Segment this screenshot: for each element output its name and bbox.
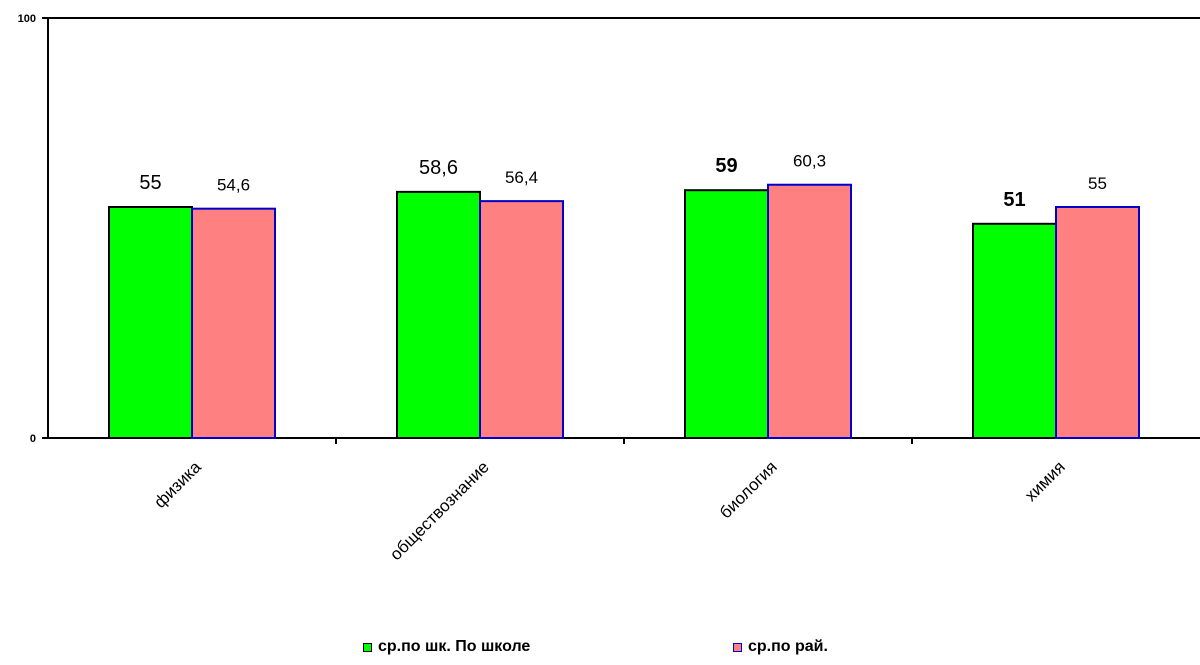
bar: [972, 222, 1057, 439]
legend-label-district: ср.по рай.: [748, 638, 828, 655]
x-tick-label: обществознание: [386, 457, 493, 564]
x-tick-label: биология: [716, 457, 781, 522]
data-label: 51: [1003, 189, 1025, 211]
bar: [191, 207, 276, 439]
data-label: 58,6: [419, 157, 458, 179]
data-label: 56,4: [505, 168, 538, 187]
data-label: 55: [1088, 174, 1107, 193]
bar: [1055, 206, 1140, 439]
legend-item-school: ср.по шк. По школе: [363, 638, 530, 656]
legend-label-school: ср.по шк. По школе: [378, 638, 531, 655]
legend-swatch-district: [733, 642, 742, 652]
data-labels: 55 54,6 58,6 56,4 59 60,3 51 55: [139, 152, 1107, 211]
y-tick-label: 100: [18, 13, 36, 25]
bar: [479, 200, 564, 439]
bar: [767, 183, 852, 439]
bar: [396, 190, 481, 439]
data-label: 54,6: [217, 176, 250, 195]
legend: ср.по шк. По школе ср.по рай.: [0, 638, 1200, 660]
legend-swatch-school: [363, 642, 372, 652]
data-label: 60,3: [793, 152, 826, 171]
bar: [684, 189, 769, 439]
legend-item-district: ср.по рай.: [733, 638, 828, 656]
bars: [108, 183, 1140, 439]
bar: [108, 206, 193, 439]
data-label: 55: [139, 172, 161, 194]
data-label: 59: [715, 155, 737, 177]
x-tick-label: физика: [150, 457, 205, 512]
y-tick-label: 0: [30, 433, 36, 445]
x-tick-label: химия: [1021, 457, 1069, 505]
